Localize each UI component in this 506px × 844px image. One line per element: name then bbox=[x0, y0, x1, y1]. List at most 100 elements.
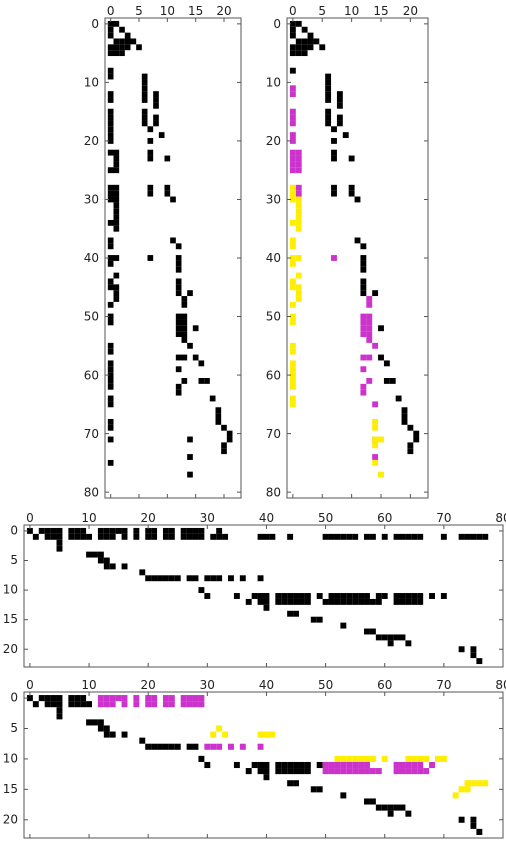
filled-cell bbox=[74, 533, 81, 540]
y-tick-label: 70 bbox=[266, 427, 281, 441]
filled-cell bbox=[147, 255, 154, 261]
heatmap-panel-2: 0 5 10 15 20 0 10 20 30 40 50 60 70 80 bbox=[266, 4, 429, 499]
x-tick-label: 20 bbox=[141, 678, 156, 692]
yellow-cell bbox=[378, 436, 384, 443]
magenta-cell bbox=[360, 354, 367, 361]
filled-cell bbox=[50, 527, 57, 534]
filled-cell bbox=[336, 120, 343, 127]
filled-cell bbox=[175, 290, 182, 297]
magenta-cell bbox=[340, 761, 347, 769]
filled-cell bbox=[157, 575, 163, 582]
y-tick-label: 20 bbox=[3, 642, 18, 656]
filled-cell bbox=[293, 598, 299, 605]
x-tick-label: 10 bbox=[81, 678, 96, 692]
filled-cell bbox=[107, 196, 114, 203]
filled-cell bbox=[153, 120, 159, 127]
filled-cell bbox=[158, 132, 165, 138]
filled-cell bbox=[107, 219, 114, 226]
filled-cell bbox=[372, 290, 379, 297]
filled-cell bbox=[107, 360, 114, 367]
y-tick-label: 5 bbox=[10, 721, 18, 735]
filled-cell bbox=[360, 260, 367, 267]
filled-cell bbox=[405, 598, 412, 605]
magenta-cell bbox=[198, 701, 205, 708]
y-tick-label: 0 bbox=[91, 17, 99, 31]
filled-cell bbox=[86, 551, 93, 558]
filled-cell bbox=[417, 598, 424, 605]
yellow-cell bbox=[289, 219, 296, 226]
filled-cell bbox=[151, 575, 158, 582]
filled-cell bbox=[293, 768, 299, 775]
filled-cell bbox=[281, 761, 288, 769]
filled-cell bbox=[375, 593, 382, 599]
filled-cell bbox=[192, 527, 199, 534]
filled-cell bbox=[175, 383, 182, 390]
magenta-cell bbox=[399, 761, 406, 769]
y-tick-label: 15 bbox=[3, 612, 18, 626]
magenta-cell bbox=[393, 768, 400, 775]
filled-cell bbox=[107, 97, 114, 103]
filled-cell bbox=[360, 278, 367, 285]
x-tick-label: 0 bbox=[26, 511, 34, 525]
filled-cell bbox=[107, 348, 114, 355]
yellow-cell bbox=[289, 255, 296, 261]
magenta-cell bbox=[289, 108, 296, 115]
heatmap-panel-3: 0 10 20 30 40 50 60 70 80 0 5 10 15 20 bbox=[3, 511, 506, 668]
filled-cell bbox=[151, 743, 158, 750]
filled-cell bbox=[107, 114, 114, 121]
filled-cell bbox=[74, 527, 81, 534]
yellow-cell bbox=[289, 190, 296, 197]
filled-cell bbox=[275, 768, 282, 775]
magenta-cell bbox=[364, 761, 370, 769]
filled-cell bbox=[263, 768, 270, 775]
filled-cell bbox=[136, 44, 142, 51]
filled-cell bbox=[74, 701, 81, 708]
filled-cell bbox=[369, 533, 376, 540]
magenta-cell bbox=[366, 325, 373, 332]
x-tick-label: 60 bbox=[377, 511, 392, 525]
filled-cell bbox=[107, 32, 114, 39]
filled-cell bbox=[107, 108, 114, 115]
filled-cell bbox=[141, 114, 148, 121]
y-tick-label: 70 bbox=[84, 427, 99, 441]
filled-cell bbox=[139, 569, 146, 576]
filled-cell bbox=[358, 598, 365, 605]
filled-cell bbox=[103, 527, 110, 534]
filled-cell bbox=[287, 780, 294, 787]
magenta-cell bbox=[168, 695, 175, 702]
filled-cell bbox=[32, 533, 39, 540]
magenta-cell bbox=[204, 743, 211, 750]
y-tick-label: 10 bbox=[3, 583, 18, 597]
filled-cell bbox=[107, 120, 114, 127]
filled-cell bbox=[257, 761, 264, 769]
filled-cell bbox=[340, 622, 347, 629]
yellow-cell bbox=[411, 755, 418, 762]
filled-cell bbox=[405, 810, 412, 817]
magenta-cell bbox=[372, 342, 379, 349]
filled-cell bbox=[458, 533, 465, 540]
filled-cell bbox=[221, 442, 227, 449]
filled-cell bbox=[168, 527, 175, 534]
filled-cell bbox=[354, 196, 361, 203]
filled-cell bbox=[440, 593, 447, 599]
filled-cell bbox=[107, 243, 114, 250]
filled-cell bbox=[346, 598, 353, 605]
yellow-cell bbox=[434, 755, 441, 762]
filled-cell bbox=[130, 38, 137, 45]
filled-cell bbox=[304, 768, 311, 775]
filled-cell bbox=[281, 598, 288, 605]
filled-cell bbox=[304, 593, 311, 599]
filled-cell bbox=[348, 184, 355, 191]
filled-cell bbox=[331, 190, 337, 197]
filled-cell bbox=[316, 593, 323, 599]
yellow-cell bbox=[295, 272, 302, 279]
filled-cell bbox=[287, 610, 294, 617]
filled-cell bbox=[141, 85, 148, 92]
magenta-cell bbox=[399, 768, 406, 775]
filled-cell bbox=[187, 436, 193, 443]
filled-cell bbox=[393, 598, 400, 605]
filled-cell bbox=[107, 132, 114, 138]
filled-cell bbox=[162, 533, 169, 540]
magenta-cell bbox=[295, 149, 302, 156]
